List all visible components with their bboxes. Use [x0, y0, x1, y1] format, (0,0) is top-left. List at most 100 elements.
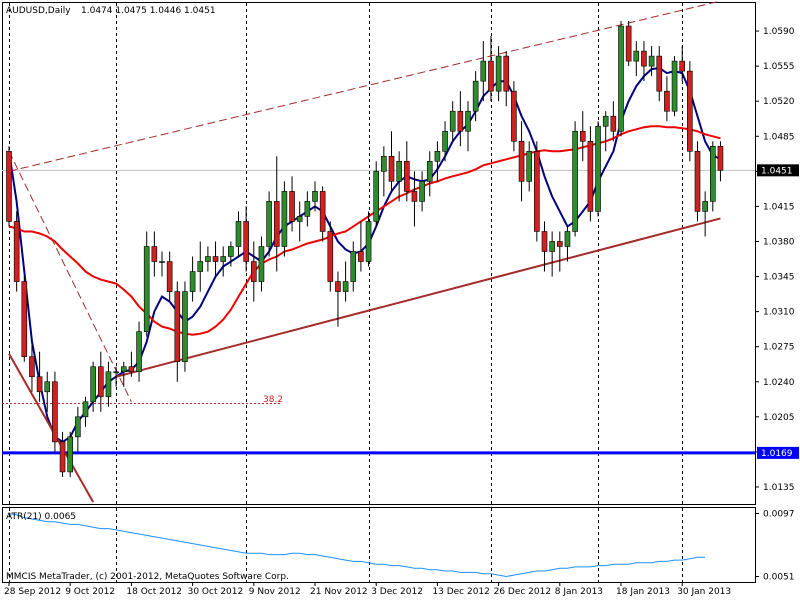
candle-body: [36, 376, 43, 393]
candle-body: [59, 441, 66, 473]
candle: [465, 101, 471, 152]
symbol-label: AUDUSD,Daily: [6, 6, 71, 16]
candle: [358, 221, 364, 272]
y-tick-label: 1.0135: [763, 483, 795, 493]
y-tick-label: 1.0240: [763, 378, 795, 388]
candle-body: [98, 366, 104, 398]
candle-body: [6, 150, 12, 222]
trendline-upper-channel: [8, 0, 721, 172]
x-tick-label: 26 Dec 2012: [494, 587, 551, 597]
candle: [602, 111, 609, 152]
candle: [266, 191, 272, 257]
candle: [434, 141, 441, 182]
candle: [98, 351, 104, 412]
candle-body: [44, 381, 51, 393]
x-tick-label: 18 Jan 2013: [616, 587, 670, 597]
candle: [342, 261, 349, 302]
support-price-tag: 1.0169: [761, 449, 793, 459]
candle: [656, 46, 663, 102]
candle-body: [457, 110, 464, 132]
candle: [304, 191, 311, 227]
trendline-steep-support: [8, 353, 95, 503]
atr-title: ATR(21) 0.0065: [6, 512, 76, 522]
candle-body: [709, 145, 716, 202]
candle-body: [511, 90, 517, 142]
candle: [641, 41, 647, 82]
candle-body: [625, 25, 632, 62]
candle-body: [113, 371, 119, 374]
candle-body: [434, 150, 441, 162]
candle: [136, 321, 142, 382]
candle-body: [518, 140, 525, 182]
y-tick-label: 1.0590: [763, 27, 795, 37]
candle: [128, 351, 135, 377]
candle-body: [273, 201, 280, 247]
candle-body: [564, 231, 571, 247]
candle: [518, 121, 525, 202]
candle: [52, 371, 58, 452]
candle-body: [174, 291, 181, 363]
candle: [281, 181, 288, 257]
candle: [579, 111, 586, 162]
candle: [595, 121, 601, 217]
candle: [625, 21, 632, 67]
candle-body: [702, 201, 708, 212]
trendline-steep-resistance: [8, 151, 132, 403]
candle-body: [503, 55, 510, 92]
atr-y-tick-label: 0.0051: [763, 573, 795, 583]
candle: [556, 231, 563, 272]
candle-body: [243, 221, 249, 262]
candle-body: [396, 161, 402, 182]
candle: [327, 221, 334, 292]
candle-body: [166, 261, 173, 292]
candle: [296, 201, 303, 242]
candle-body: [205, 256, 211, 262]
candle: [113, 366, 119, 387]
candle: [449, 101, 456, 142]
candle-body: [281, 191, 288, 247]
x-tick-label: 8 Jan 2013: [555, 587, 603, 597]
candle: [29, 341, 35, 392]
candle: [75, 406, 81, 452]
candle-body: [105, 371, 112, 398]
candle: [6, 146, 12, 227]
candle-body: [648, 55, 655, 67]
candle-body: [411, 191, 418, 202]
x-tick-label: 9 Nov 2012: [249, 587, 301, 597]
candle: [212, 241, 219, 277]
candle: [442, 121, 448, 162]
candle-body: [197, 261, 204, 272]
candle: [572, 121, 578, 237]
candle: [526, 141, 533, 192]
x-tick-label: 28 Sep 2012: [4, 587, 61, 597]
separator-lines: [2, 3, 755, 582]
y-tick-label: 1.0310: [763, 308, 795, 318]
candle-body: [633, 50, 640, 62]
candle-body: [189, 271, 196, 292]
candle: [174, 281, 181, 382]
candle: [687, 61, 693, 162]
candle: [694, 141, 701, 222]
candle-body: [641, 50, 647, 67]
candle-body: [296, 216, 303, 222]
candle: [373, 161, 380, 227]
atr-line: [8, 513, 706, 578]
y-tick-label: 1.0415: [763, 202, 795, 212]
candle: [189, 256, 196, 302]
ohlc-readout: 1.0474 1.0475 1.0446 1.0451: [81, 6, 216, 16]
candle-body: [90, 366, 96, 403]
candle-body: [488, 60, 494, 92]
candle: [664, 76, 670, 122]
candle-body: [526, 150, 533, 182]
candle-body: [595, 125, 601, 212]
candle-body: [679, 60, 686, 72]
candle-body: [128, 366, 135, 373]
candle: [289, 176, 295, 232]
axes: 1.05901.05551.05201.04851.04501.04151.03…: [4, 27, 799, 597]
y-tick-label: 1.0275: [763, 343, 795, 353]
candle-body: [541, 231, 548, 252]
y-tick-label: 1.0485: [763, 132, 795, 142]
